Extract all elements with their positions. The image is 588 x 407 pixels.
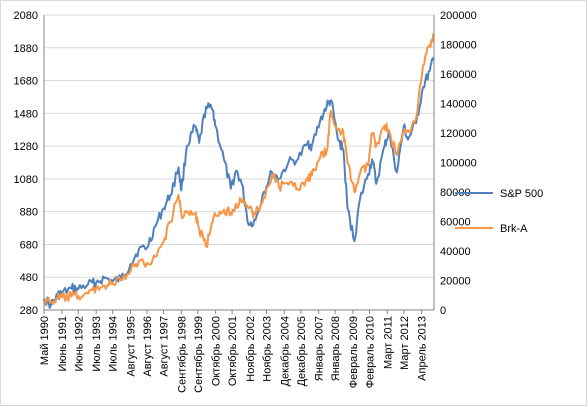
y-right-tick-label: 40000 bbox=[440, 246, 471, 258]
x-tick-label: Февраль 2009 bbox=[348, 316, 360, 388]
y-left-tick-label: 1480 bbox=[14, 108, 38, 120]
series-line-brk-a bbox=[43, 32, 435, 306]
legend: S&P 500 Brk-A bbox=[455, 188, 543, 235]
y-left-tick-label: 1280 bbox=[14, 141, 38, 153]
y-axis-right: 2000001800001600001400001200001000008000… bbox=[433, 10, 477, 317]
x-tick-label: Июнь 1992 bbox=[73, 316, 85, 372]
x-tick-label: Сентябрь 1999 bbox=[193, 316, 205, 393]
y-left-tick-label: 1880 bbox=[14, 43, 38, 55]
x-tick-label: Март 2011 bbox=[382, 316, 394, 369]
x-tick-label: Октябрь 2001 bbox=[227, 316, 239, 386]
x-tick-label: Август 1995 bbox=[126, 316, 138, 377]
x-tick-label: Август 1996 bbox=[142, 316, 154, 377]
y-right-tick-label: 20000 bbox=[440, 276, 471, 288]
x-axis: Май 1990 Июнь 1991 Июнь 1992 Июль 1993 Июль … bbox=[39, 309, 434, 393]
x-tick-label: Июль 1994 bbox=[108, 316, 120, 372]
y-left-tick-label: 880 bbox=[20, 207, 38, 219]
x-tick-label: Апрель 2013 bbox=[417, 316, 429, 381]
y-right-tick-label: 60000 bbox=[440, 217, 471, 229]
x-tick-label: Октябрь 2000 bbox=[211, 316, 223, 386]
x-tick-label: Сентябрь 1998 bbox=[176, 316, 188, 393]
y-left-tick-label: 280 bbox=[20, 305, 38, 317]
series-line-sp500 bbox=[43, 56, 435, 309]
y-right-tick-label: 160000 bbox=[440, 69, 477, 81]
x-tick-label: Июль 1993 bbox=[91, 316, 103, 372]
x-tick-label: Август 1997 bbox=[158, 316, 170, 377]
x-tick-label: Ноябрь 2003 bbox=[261, 316, 273, 382]
x-tick-label: Декабрь 2005 bbox=[296, 316, 308, 386]
y-right-tick-label: 140000 bbox=[440, 99, 477, 111]
y-left-tick-label: 1680 bbox=[14, 76, 38, 88]
x-tick-label: Декабрь 2004 bbox=[279, 316, 291, 386]
y-right-tick-label: 100000 bbox=[440, 158, 477, 170]
legend-label: S&P 500 bbox=[500, 188, 543, 200]
x-tick-label: Февраль 2010 bbox=[364, 316, 376, 388]
plot-area bbox=[43, 32, 435, 309]
x-tick-label: Январь 2007 bbox=[314, 316, 326, 381]
x-tick-label: Ноябрь 2002 bbox=[245, 316, 257, 382]
y-axis-left: 2080 1880 1680 1480 1280 1080 880 680 480 280 bbox=[14, 10, 45, 317]
y-left-tick-label: 1080 bbox=[14, 174, 38, 186]
y-right-tick-label: 200000 bbox=[440, 10, 477, 22]
legend-label: Brk-A bbox=[500, 223, 528, 235]
y-left-tick-label: 2080 bbox=[14, 10, 38, 22]
x-tick-label: Май 1990 bbox=[39, 316, 51, 365]
y-right-tick-label: 0 bbox=[440, 305, 446, 317]
y-left-tick-label: 480 bbox=[20, 272, 38, 284]
y-right-tick-label: 120000 bbox=[440, 128, 477, 140]
x-tick-label: Январь 2008 bbox=[330, 316, 342, 381]
gridlines bbox=[44, 14, 434, 311]
x-tick-label: Март 2012 bbox=[399, 316, 411, 370]
x-tick-label: Июнь 1991 bbox=[57, 316, 69, 372]
y-right-tick-label: 180000 bbox=[440, 40, 477, 52]
y-left-tick-label: 680 bbox=[20, 239, 38, 251]
